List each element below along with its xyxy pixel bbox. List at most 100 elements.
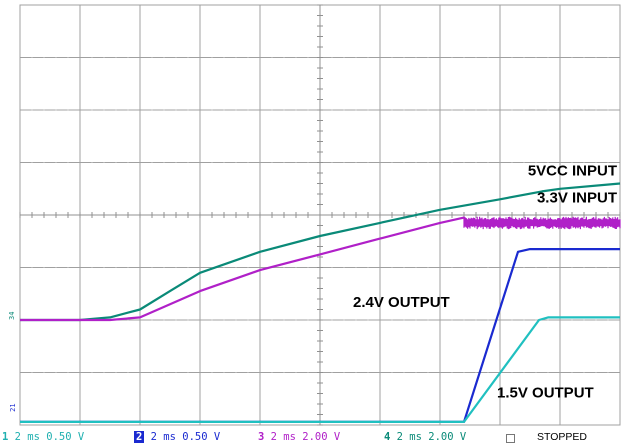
grid-minor-dot <box>463 162 465 163</box>
grid-minor-dot <box>223 57 225 58</box>
grid-minor-dot <box>595 372 597 373</box>
ground-marker: 34 <box>8 312 16 320</box>
grid-minor-dot <box>511 319 513 321</box>
grid-minor-dot <box>547 109 549 111</box>
channel-4-readout: 4 2 ms 2.00 V <box>384 431 466 443</box>
grid-minor-dot <box>415 162 417 163</box>
grid-minor-dot <box>175 162 177 163</box>
grid-minor-dot <box>427 319 429 321</box>
grid-minor-dot <box>511 162 513 163</box>
grid-minor-dot <box>307 57 309 58</box>
grid-minor-dot <box>31 109 33 111</box>
grid-minor-dot <box>331 162 333 163</box>
channel-2-number: 2 <box>134 431 145 443</box>
grid-minor-dot <box>127 162 129 163</box>
grid-minor-dot <box>271 162 273 163</box>
grid-minor-dot <box>403 109 405 111</box>
grid-minor-dot <box>427 57 429 58</box>
channel-2-scale: 2 ms 0.50 V <box>150 431 221 443</box>
grid-minor-dot <box>487 57 489 58</box>
grid-minor-dot <box>463 57 465 58</box>
trace-4 <box>20 316 620 423</box>
channel-4-scale: 2 ms 2.00 V <box>396 431 467 443</box>
grid-minor-dot <box>271 109 273 111</box>
grid-minor-dot <box>295 57 297 58</box>
channel-3-scale: 2 ms 2.00 V <box>270 431 341 443</box>
grid-minor-dot <box>295 267 297 268</box>
grid-minor-dot <box>535 57 537 58</box>
channel-1-number: 1 <box>2 431 9 443</box>
grid-minor-dot <box>475 267 477 268</box>
acquisition-state: STOPPED <box>537 431 587 443</box>
grid-minor-dot <box>31 162 33 163</box>
grid-minor-dot <box>475 319 477 321</box>
grid-minor-dot <box>283 372 285 373</box>
grid-minor-dot <box>331 267 333 268</box>
grid-minor-dot <box>247 267 249 268</box>
grid-minor-dot <box>343 162 345 163</box>
acquisition-state-icon <box>506 434 515 443</box>
grid-minor-dot <box>343 372 345 373</box>
grid-minor-dot <box>607 267 609 268</box>
grid-minor-dot <box>427 267 429 268</box>
grid-minor-dot <box>571 372 573 373</box>
annotation-layer: 5VCC INPUT 3.3V INPUT 2.4V OUTPUT 1.5V OUTP… <box>353 163 617 402</box>
grid-minor-dot <box>331 372 333 373</box>
grid-minor-dot <box>391 57 393 58</box>
grid-minor-dot <box>403 372 405 373</box>
grid-minor-dot <box>283 57 285 58</box>
grid-minor-dot <box>451 372 453 373</box>
grid-minor-dot <box>607 57 609 58</box>
grid-minor-dot <box>247 109 249 111</box>
grid-minor-dot <box>175 319 177 321</box>
grid-minor-dot <box>127 267 129 268</box>
grid-minor-dot <box>487 372 489 373</box>
grid-minor-dot <box>607 372 609 373</box>
grid-minor-dot <box>487 162 489 163</box>
grid-minor-dot <box>607 162 609 163</box>
grid-minor-dot <box>91 267 93 268</box>
grid-minor-dot <box>67 57 69 58</box>
channel-1-scale: 2 ms 0.50 V <box>14 431 85 443</box>
channel-1-readout: 1 2 ms 0.50 V <box>2 431 84 443</box>
grid-minor-dot <box>67 162 69 163</box>
grid-minor-dot <box>187 372 189 373</box>
grid-minor-dot <box>55 162 57 163</box>
grid-minor-dot <box>355 57 357 58</box>
grid-minor-dot <box>355 109 357 111</box>
grid-minor-dot <box>151 267 153 268</box>
grid-minor-dot <box>295 372 297 373</box>
grid-minor-dot <box>235 109 237 111</box>
grid-minor-dot <box>127 319 129 321</box>
grid-minor-dot <box>67 267 69 268</box>
grid-minor-dot <box>235 372 237 373</box>
grid-minor-dot <box>283 267 285 268</box>
grid-minor-dot <box>607 319 609 321</box>
grid-minor-dot <box>43 57 45 58</box>
grid-minor-dot <box>367 109 369 111</box>
ground-marker: 21 <box>9 403 17 411</box>
grid-minor-dot <box>571 57 573 58</box>
grid-minor-dot <box>535 267 537 268</box>
grid-minor-dot <box>235 162 237 163</box>
grid-minor-dot <box>595 57 597 58</box>
grid-minor-dot <box>511 109 513 111</box>
channel-2-readout: 2 2 ms 0.50 V <box>134 431 220 443</box>
grid-minor-dot <box>43 372 45 373</box>
grid-minor-dot <box>43 109 45 111</box>
grid-minor-dot <box>55 372 57 373</box>
grid-minor-dot <box>247 57 249 58</box>
grid-minor-dot <box>415 267 417 268</box>
grid-minor-dot <box>403 267 405 268</box>
grid-minor-dot <box>463 372 465 373</box>
grid-minor-dot <box>367 372 369 373</box>
grid-minor-dot <box>295 319 297 321</box>
grid-minor-dot <box>295 109 297 111</box>
grid-minor-dot <box>187 162 189 163</box>
grid-minor-dot <box>127 109 129 111</box>
grid-minor-dot <box>583 162 585 163</box>
grid-minor-dot <box>67 372 69 373</box>
grid-minor-dot <box>223 162 225 163</box>
grid-minor-dot <box>451 57 453 58</box>
channel-ground-markers: 34 21 <box>8 312 17 412</box>
